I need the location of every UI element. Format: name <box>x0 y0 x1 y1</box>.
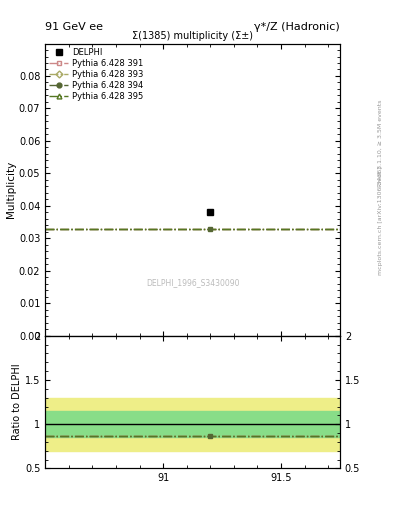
Legend: DELPHI, Pythia 6.428 391, Pythia 6.428 393, Pythia 6.428 394, Pythia 6.428 395: DELPHI, Pythia 6.428 391, Pythia 6.428 3… <box>48 46 145 103</box>
Text: DELPHI_1996_S3430090: DELPHI_1996_S3430090 <box>146 279 239 288</box>
Text: γ*/Z (Hadronic): γ*/Z (Hadronic) <box>254 22 340 32</box>
Bar <box>45 411 340 437</box>
Title: Σ(1385) multiplicity (Σ±): Σ(1385) multiplicity (Σ±) <box>132 31 253 41</box>
Y-axis label: Ratio to DELPHI: Ratio to DELPHI <box>12 364 22 440</box>
Text: Rivet 3.1.10, ≥ 3.5M events: Rivet 3.1.10, ≥ 3.5M events <box>378 100 383 187</box>
Text: mcplots.cern.ch [arXiv:1306.3436]: mcplots.cern.ch [arXiv:1306.3436] <box>378 166 383 274</box>
Bar <box>45 398 340 451</box>
Text: 91 GeV ee: 91 GeV ee <box>45 22 103 32</box>
Y-axis label: Multiplicity: Multiplicity <box>6 161 16 218</box>
